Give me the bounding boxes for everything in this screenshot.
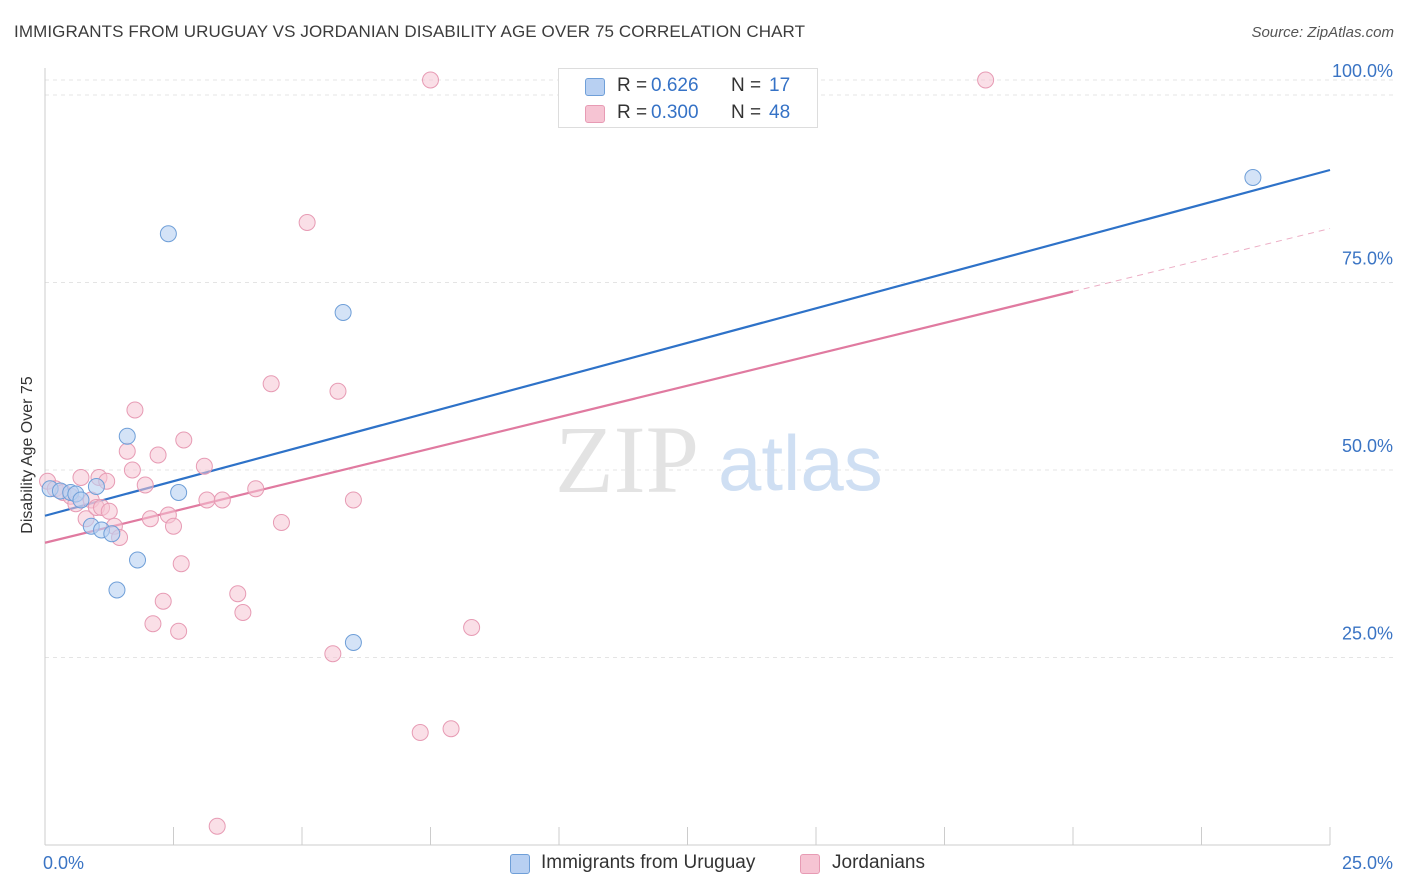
y-tick-label: 100.0% [1332,61,1393,81]
swatch-jordanians [585,105,605,123]
point-uruguay [118,427,136,445]
n-label: N = [731,102,762,123]
trend-line-uruguay [44,168,1331,517]
point-jordanians [977,71,995,89]
n-value: 48 [769,102,791,123]
r-label: R = [617,102,648,123]
points-layer [39,71,1262,835]
y-tick-label: 75.0% [1342,249,1393,269]
r-label: R = [617,75,648,96]
stats-row-jordanians: R = 0.300 N = 48 [559,102,819,128]
point-jordanians [126,401,144,419]
point-jordanians [442,720,460,738]
tick-label-layer: 25.0% 50.0% 75.0% 100.0% 0.0% 25.0% [43,61,1393,873]
point-jordanians [170,622,188,640]
point-jordanians [463,619,481,636]
point-jordanians [344,491,362,509]
source-credit: Source: ZipAtlas.com [1251,24,1394,41]
x-tick-label-max: 25.0% [1342,853,1393,873]
y-tick-label: 50.0% [1342,436,1393,456]
chart-title: IMMIGRANTS FROM URUGUAY VS JORDANIAN DIS… [14,22,806,41]
point-jordanians [72,469,90,486]
point-jordanians [149,446,167,464]
point-jordanians [136,476,154,494]
series-legend: Immigrants from Uruguay Jordanians [0,850,1406,878]
point-uruguay [103,525,121,543]
point-uruguay [170,484,188,501]
watermark: ZIP atlas [555,406,883,513]
point-jordanians [195,457,213,475]
swatch-uruguay [585,78,605,96]
point-jordanians [213,491,231,509]
point-uruguay [72,491,90,509]
point-jordanians [262,375,280,393]
stats-legend: R = 0.626 N = 17 R = 0.300 N = 48 [558,68,818,128]
point-jordanians [234,604,252,621]
grid-layer [45,79,1395,658]
n-label: N = [731,75,762,96]
stats-row-uruguay: R = 0.626 N = 17 [559,75,819,101]
trend-line-jordanians-extrapolated [1072,228,1331,292]
r-value: 0.626 [651,75,699,96]
point-jordanians [100,502,118,520]
legend-swatch-uruguay [510,854,530,874]
point-jordanians [324,645,342,663]
point-jordanians [247,480,265,498]
watermark-atlas: atlas [718,419,883,507]
point-uruguay [334,304,352,321]
point-jordanians [208,817,226,835]
point-jordanians [118,442,136,460]
point-jordanians [411,724,429,741]
point-jordanians [123,461,141,479]
y-axis-label: Disability Age Over 75 [19,376,36,534]
point-jordanians [272,514,290,531]
point-jordanians [144,615,162,633]
point-uruguay [129,551,147,569]
point-jordanians [422,71,439,89]
legend-label-jordanians: Jordanians [832,852,925,873]
point-uruguay [159,225,177,243]
n-value: 17 [769,75,791,96]
r-value: 0.300 [651,102,699,123]
y-tick-label: 25.0% [1342,624,1393,644]
point-jordanians [298,214,316,231]
point-jordanians [198,491,216,509]
point-uruguay [1244,169,1262,186]
point-jordanians [172,555,190,573]
point-uruguay [344,634,362,651]
point-jordanians [229,585,247,603]
axis-layer [44,68,1331,846]
point-jordanians [329,382,347,400]
legend-label-uruguay: Immigrants from Uruguay [541,852,756,873]
x-tick-label-min: 0.0% [43,853,84,873]
point-jordanians [165,517,182,535]
legend-swatch-jordanians [800,854,820,874]
point-jordanians [175,431,193,449]
point-jordanians [141,510,159,528]
point-uruguay [87,478,105,495]
point-jordanians [154,592,172,610]
point-uruguay [108,581,126,599]
watermark-zip: ZIP [555,406,699,513]
